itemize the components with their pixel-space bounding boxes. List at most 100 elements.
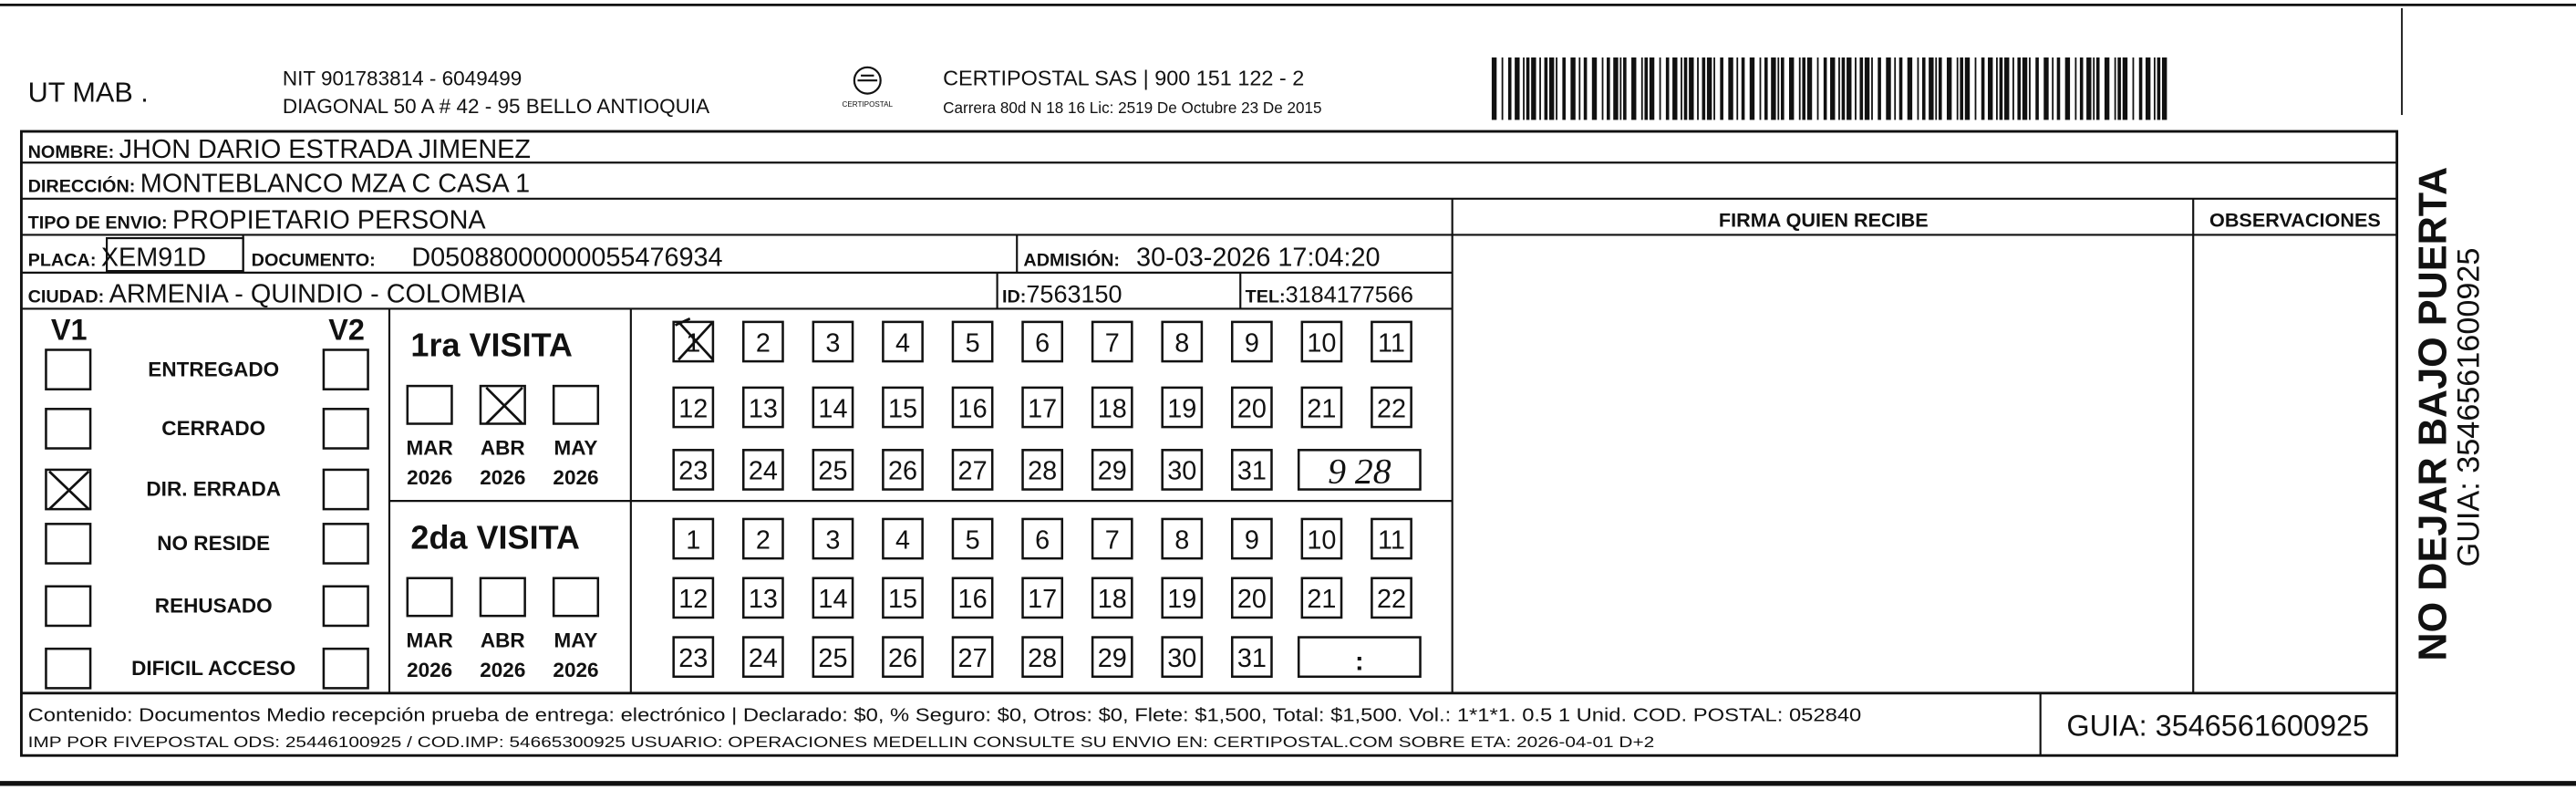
status-option: REHUSADO (155, 595, 273, 618)
box (1091, 449, 1133, 491)
city: CIUDAD: ARMENIA - QUINDIO - COLOMBIA (28, 279, 526, 308)
address: DIRECCIÓN: MONTEBLANCO MZA C CASA 1 (28, 170, 531, 199)
day: 13 (749, 394, 778, 423)
nit: NIT 901783814 - 6049499 (283, 68, 522, 90)
day: 18 (1098, 394, 1127, 423)
shipment-type-label: TIPO DE ENVIO: (28, 213, 168, 233)
barcode-bar (2079, 57, 2084, 120)
day: 14 (818, 394, 847, 423)
barcode-bar (1996, 57, 1998, 120)
box (1300, 386, 1343, 429)
box (1371, 386, 1412, 429)
id-label: ID: (1002, 286, 1026, 307)
day: 25 (818, 457, 847, 486)
barcode-bar (1777, 57, 1780, 120)
extra-note: 9 28 (1328, 451, 1391, 491)
month: ABR (481, 437, 525, 460)
city-label: CIUDAD: (28, 286, 105, 307)
box (106, 236, 244, 273)
box (1230, 320, 1273, 363)
box (1161, 449, 1204, 491)
barcode-bar (1619, 57, 1622, 120)
barcode-bar (1591, 57, 1598, 120)
barcode-bar (2064, 57, 2071, 120)
year: 2026 (480, 466, 525, 489)
status-option: NO RESIDE (157, 532, 270, 555)
month: MAY (554, 437, 598, 460)
barcode-bar (2153, 57, 2156, 120)
barcode-bar (1974, 57, 1977, 120)
barcode-bar (1720, 57, 1723, 120)
box (322, 523, 369, 565)
barcode-bar (2157, 57, 2161, 120)
barcode-bar (1764, 57, 1768, 120)
box (45, 647, 92, 690)
box (1300, 517, 1343, 560)
box (1300, 320, 1343, 363)
barcode-bar (1806, 57, 1813, 120)
barcode-bar (1886, 57, 1891, 120)
day: 16 (958, 394, 988, 423)
box (322, 408, 369, 450)
day: 15 (888, 585, 917, 614)
barcode-bar (1789, 57, 1795, 120)
box (552, 384, 600, 425)
barcode-bar (2012, 57, 2014, 120)
barcode-bar (1780, 57, 1785, 120)
box (45, 523, 92, 565)
company: UT MAB . (28, 78, 149, 109)
box (672, 636, 715, 679)
box (741, 386, 784, 429)
barcode-bar (1798, 57, 1801, 120)
year: 2026 (553, 466, 598, 489)
day: 27 (958, 457, 988, 486)
barcode-bar (2145, 57, 2151, 120)
box (1230, 449, 1273, 491)
admission-value: 30-03-2026 17:04:20 (1136, 244, 1380, 273)
barcode-bar (1659, 57, 1661, 120)
barcode-bar (1907, 57, 1913, 120)
barcode-bar (1697, 57, 1699, 120)
box (672, 517, 715, 560)
barcode-bar (1570, 57, 1576, 120)
barcode-bar (1855, 57, 1857, 120)
box (1091, 636, 1133, 679)
barcode-bar (1556, 57, 1557, 120)
box (741, 517, 784, 560)
day: 21 (1307, 394, 1336, 423)
box (951, 449, 994, 491)
barcode-bar (1526, 57, 1530, 120)
day: 28 (1028, 457, 1057, 486)
visit-title: 2da VISITA (410, 518, 580, 556)
box (812, 386, 854, 429)
box (812, 449, 854, 491)
logo-mark (857, 74, 878, 82)
barcode-bar (2052, 57, 2054, 120)
box (1021, 577, 1064, 619)
barcode-bar (1878, 57, 1881, 120)
barcode-bar (2035, 57, 2039, 120)
day: 21 (1307, 585, 1336, 614)
barcode-bar (1681, 57, 1682, 120)
side-guide: GUIA: 3546561600925 (2452, 248, 2487, 567)
extra-note: : (1355, 648, 1364, 677)
day: 11 (1378, 525, 1405, 555)
barcode-bar (1601, 57, 1604, 120)
barcode-bar (1759, 57, 1762, 120)
barcode-bar (1736, 57, 1739, 120)
box (322, 468, 369, 511)
barcode-bar (1999, 57, 2003, 120)
box (406, 577, 453, 618)
id: ID:7563150 (1002, 280, 1122, 307)
day: 27 (958, 644, 988, 673)
logo (853, 66, 882, 95)
box (45, 348, 92, 390)
id-value: 7563150 (1026, 280, 1122, 307)
address-value: MONTEBLANCO MZA C CASA 1 (140, 170, 530, 199)
box (1091, 386, 1133, 429)
signature-header: FIRMA QUIEN RECIBE (1719, 208, 1929, 231)
day: 25 (818, 644, 847, 673)
box (1230, 577, 1273, 619)
logo-text: CERTIPOSTAL (843, 100, 894, 109)
box (672, 386, 715, 429)
